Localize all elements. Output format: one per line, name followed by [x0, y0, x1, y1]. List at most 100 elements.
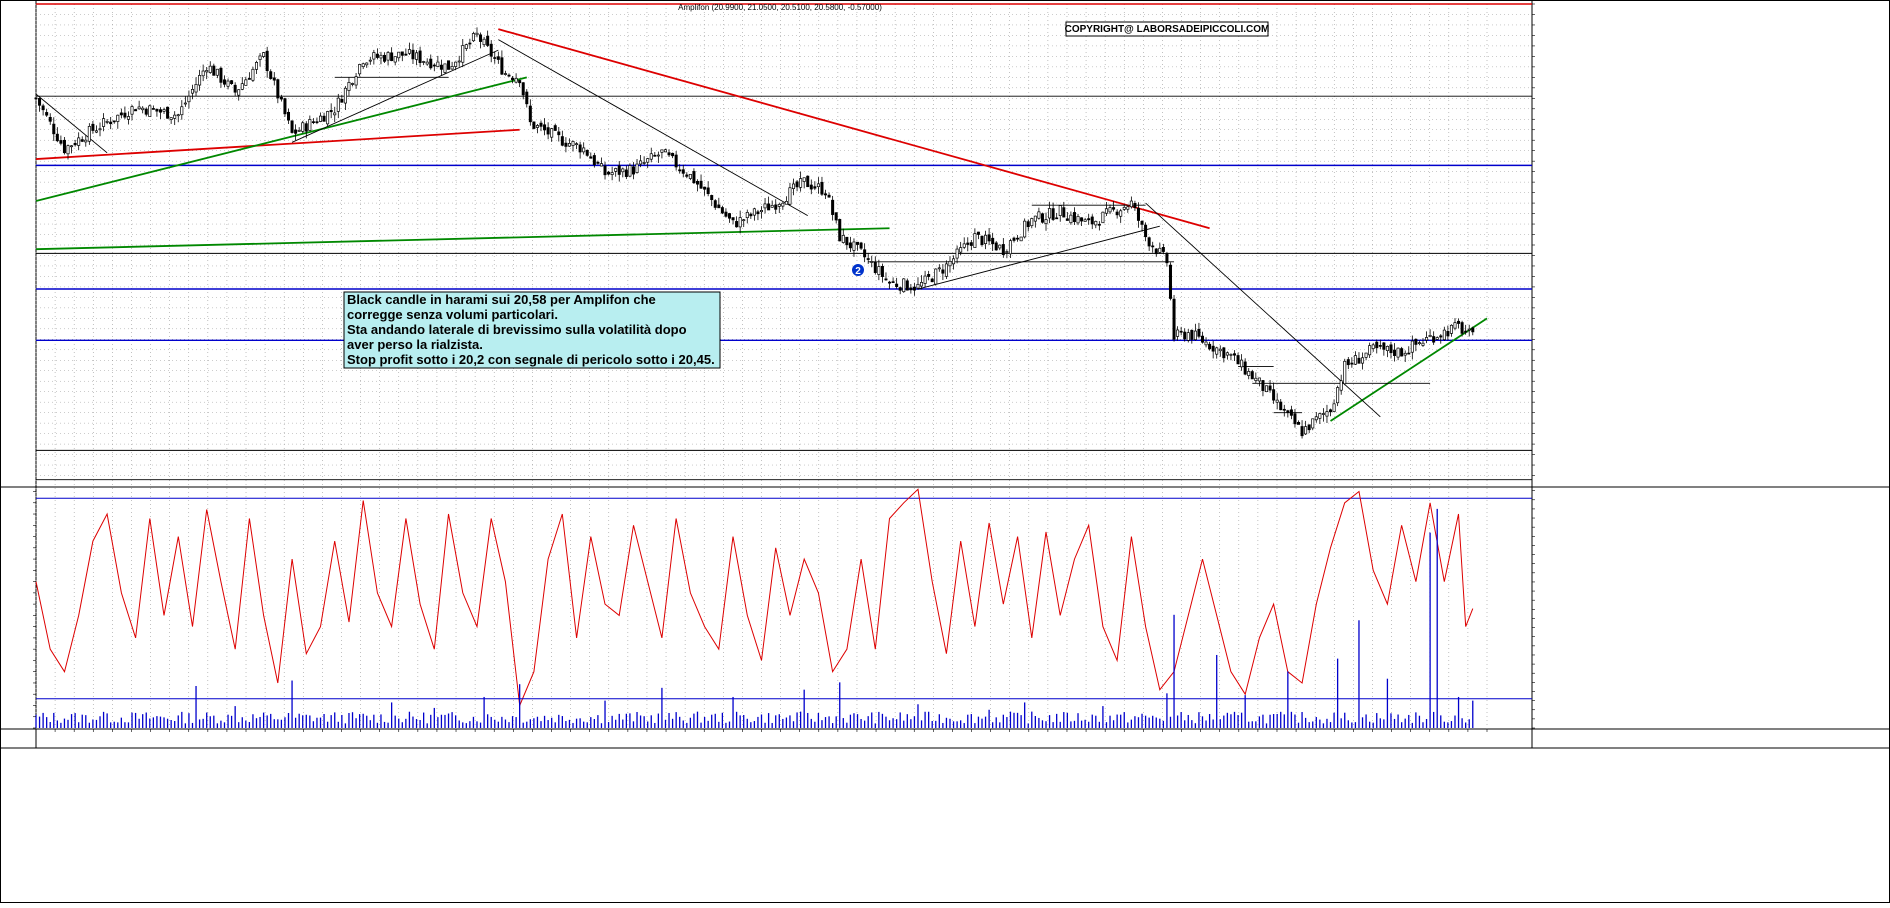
candle-body: [671, 152, 675, 157]
candle-body: [621, 168, 625, 173]
candle-body: [208, 65, 212, 73]
trendline-green: [35, 227, 890, 251]
candle-body: [1197, 328, 1201, 337]
candle-body: [848, 242, 852, 249]
candle-body: [87, 126, 91, 142]
candle-body: [1421, 342, 1425, 346]
candle-body: [809, 184, 813, 190]
candle-body: [870, 261, 874, 263]
candle-body: [425, 61, 429, 65]
candle-body: [1140, 220, 1144, 225]
candle-body: [1346, 359, 1350, 366]
candle-body: [681, 169, 685, 174]
candle-body: [372, 52, 376, 60]
candle-body: [991, 237, 995, 245]
candle-body: [532, 121, 536, 129]
annotation-line-4: aver perso la rialzista.: [347, 337, 483, 352]
candle-body: [482, 38, 486, 46]
candle-body: [62, 139, 66, 154]
candle-body: [816, 183, 820, 188]
candle-body: [486, 35, 490, 46]
candle-body: [429, 58, 433, 69]
copyright-box: [1065, 21, 1269, 37]
candle-body: [1432, 336, 1436, 343]
candle-body: [286, 111, 291, 121]
candle-body: [859, 242, 863, 249]
candle-body: [1048, 208, 1052, 219]
candle-body: [863, 249, 867, 258]
candle-body: [1001, 244, 1005, 255]
candle-body: [397, 51, 401, 59]
candle-body: [1076, 216, 1080, 224]
oscillator-line: [35, 488, 1474, 708]
candle-body: [432, 64, 436, 67]
candle-body: [752, 208, 756, 216]
candle-body: [628, 165, 632, 177]
candle-body: [1154, 248, 1158, 255]
candle-body: [123, 112, 127, 118]
candle-body: [1350, 362, 1354, 365]
candle-body: [336, 97, 340, 112]
candle-body: [710, 195, 714, 201]
candle-body: [1229, 353, 1233, 356]
candle-body: [1393, 349, 1397, 356]
candle-body: [247, 78, 251, 80]
candle-body: [1389, 344, 1393, 354]
copyright-label: COPYRIGHT@ LABORSADEIPICCOLI.COM: [1065, 24, 1270, 35]
candle-body: [788, 187, 792, 205]
candle-body: [1453, 322, 1457, 329]
candle-body: [315, 121, 319, 124]
candle-body: [1069, 214, 1073, 224]
candle-body: [1225, 352, 1229, 356]
trendline-green: [35, 76, 527, 202]
candle-body: [226, 80, 230, 87]
candle-body: [1072, 212, 1076, 223]
candle-body: [1080, 217, 1084, 222]
candle-body: [77, 137, 81, 146]
candle-body: [1104, 208, 1108, 214]
candle-body: [1275, 399, 1279, 403]
candle-body: [276, 79, 280, 99]
candle-body: [1467, 328, 1471, 331]
candle-body: [784, 201, 788, 205]
candle-body: [141, 107, 145, 111]
candle-body: [973, 233, 977, 248]
candle-body: [137, 106, 141, 110]
candle-body: [1190, 329, 1194, 340]
candle-body: [1321, 413, 1325, 415]
candle-body: [1087, 218, 1091, 221]
candle-body: [820, 181, 824, 195]
candle-body: [258, 55, 262, 60]
candle-body: [1147, 237, 1151, 247]
candle-body: [390, 52, 394, 62]
candle-body: [831, 199, 835, 215]
candle-body: [1289, 409, 1293, 416]
candle-body: [379, 54, 383, 59]
candle-body: [38, 98, 42, 106]
candle-body: [1471, 327, 1475, 333]
candle-body: [1382, 342, 1386, 350]
candle-body: [329, 110, 333, 113]
candle-body: [55, 133, 59, 142]
candle-body: [888, 281, 892, 284]
candle-body: [646, 158, 650, 163]
candle-body: [944, 263, 948, 277]
candle-body: [642, 162, 646, 164]
candle-body: [539, 122, 543, 127]
candle-body: [1460, 322, 1464, 334]
candle-body: [183, 102, 187, 105]
candle-body: [1304, 426, 1308, 435]
candle-body: [52, 123, 56, 135]
candle-body: [166, 106, 170, 119]
trendline-black: [917, 225, 1160, 290]
candle-body: [112, 120, 116, 123]
candle-body: [290, 120, 294, 133]
candle-body: [585, 149, 589, 156]
candle-body: [898, 287, 902, 291]
candle-body: [219, 67, 223, 83]
candle-body: [347, 82, 351, 91]
candle-body: [1200, 335, 1204, 343]
candle-body: [262, 52, 266, 57]
candle-body: [1446, 331, 1450, 337]
